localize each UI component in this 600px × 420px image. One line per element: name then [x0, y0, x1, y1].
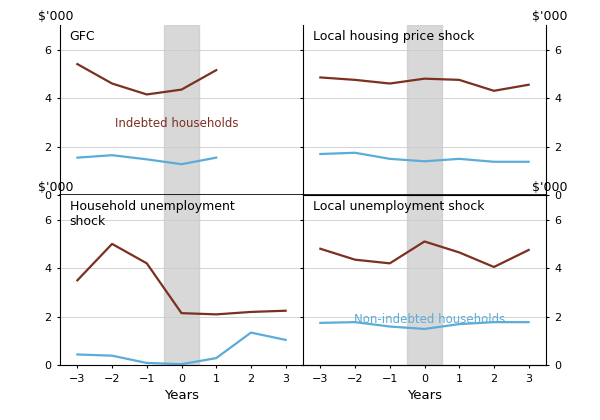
Text: $'000: $'000	[38, 181, 74, 194]
Text: Local unemployment shock: Local unemployment shock	[313, 200, 484, 213]
Bar	[164, 195, 199, 365]
Text: Indebted households: Indebted households	[115, 117, 238, 130]
Text: $'000: $'000	[38, 10, 74, 24]
Bar	[407, 195, 442, 365]
Text: $'000: $'000	[532, 181, 568, 194]
Bar	[164, 25, 199, 195]
Text: GFC: GFC	[70, 30, 95, 43]
X-axis label: Years: Years	[164, 389, 199, 402]
Text: Non-indebted households: Non-indebted households	[354, 313, 505, 326]
Text: Household unemployment
shock: Household unemployment shock	[70, 200, 235, 228]
Text: Local housing price shock: Local housing price shock	[313, 30, 474, 43]
Text: $'000: $'000	[532, 10, 568, 24]
X-axis label: Years: Years	[407, 389, 442, 402]
Bar	[407, 25, 442, 195]
